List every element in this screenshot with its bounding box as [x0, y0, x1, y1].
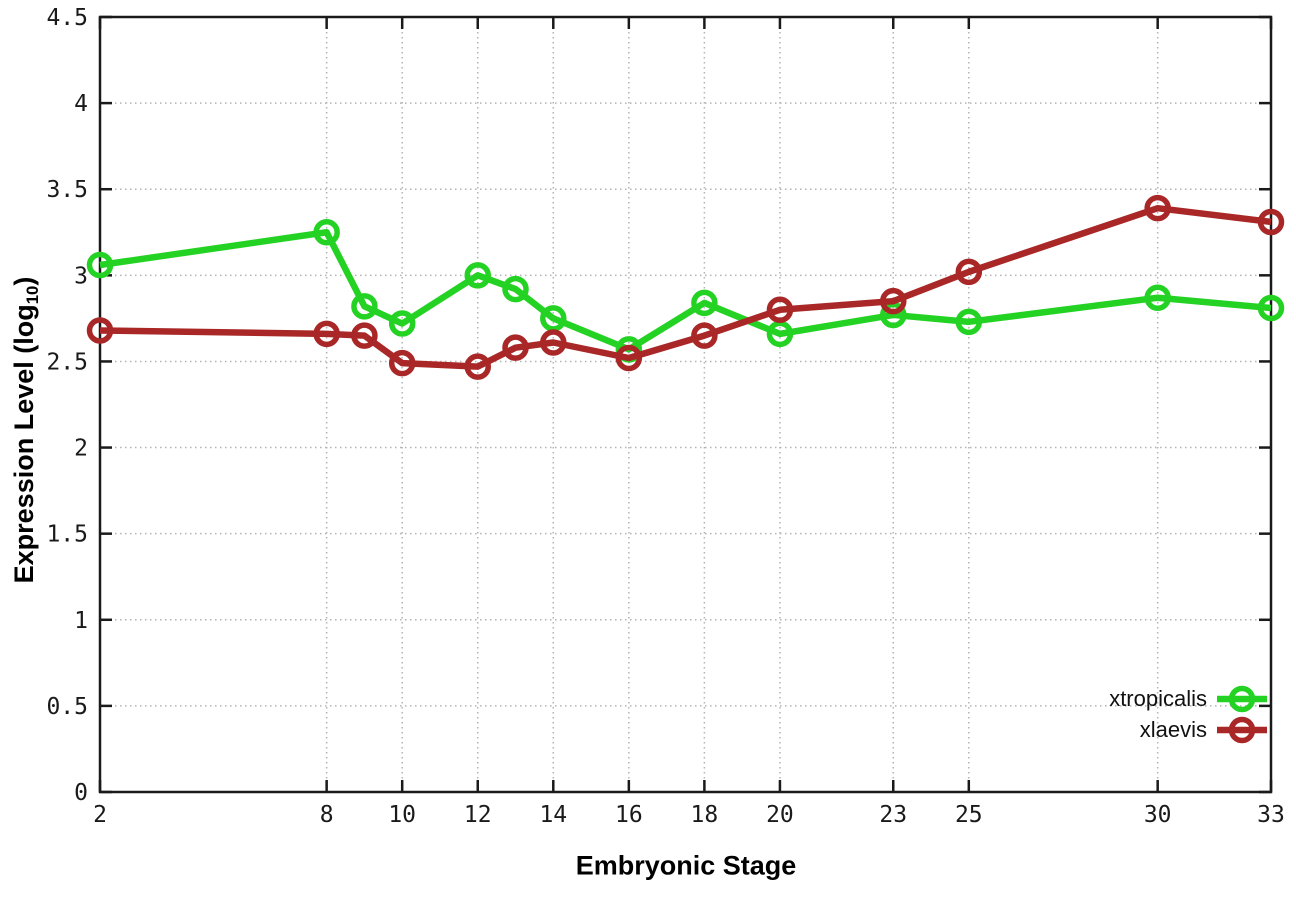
- series-xlaevis-marker: [86, 317, 114, 344]
- series-xlaevis-marker: [691, 322, 718, 349]
- series-xlaevis-marker: [502, 334, 529, 361]
- y-tick-label: 2: [74, 436, 88, 462]
- plot-border: [98, 15, 1273, 794]
- x-tick-label: 8: [320, 802, 334, 828]
- tick-marks: [98, 15, 1273, 794]
- y-tick-label: 4: [74, 91, 88, 117]
- series-xlaevis-marker: [351, 322, 378, 349]
- y-tick-label: 0: [74, 780, 88, 806]
- x-tick-label: 20: [766, 802, 794, 828]
- y-axis-title: Expression Level (log10): [9, 277, 43, 584]
- x-tick-label: 14: [539, 802, 567, 828]
- legend: xtropicalis xlaevis: [1109, 683, 1268, 745]
- series-xlaevis-marker: [615, 344, 643, 372]
- series-xlaevis-marker: [766, 296, 794, 324]
- legend-item-xlaevis: xlaevis: [1140, 714, 1268, 745]
- series-xlaevis-marker: [540, 329, 567, 356]
- x-tick-label: 12: [464, 802, 492, 828]
- series-xlaevis: [86, 194, 1285, 380]
- series-xlaevis-marker: [313, 320, 340, 348]
- series-xtropicalis-marker: [86, 251, 114, 279]
- series-xlaevis-marker: [464, 353, 491, 380]
- y-axis-title-subscript: 10: [22, 285, 42, 305]
- y-tick-label: 1.5: [46, 522, 88, 548]
- series-xlaevis-line: [99, 204, 1272, 370]
- series-xtropicalis-marker: [502, 275, 529, 303]
- legend-label-xtropicalis: xtropicalis: [1109, 685, 1207, 711]
- series-xtropicalis-marker: [691, 289, 718, 317]
- x-tick-label: 30: [1144, 802, 1172, 828]
- series-xtropicalis-marker: [1257, 294, 1285, 322]
- y-tick-label: 0.5: [46, 694, 88, 720]
- x-tick-label: 23: [879, 802, 907, 828]
- series-xtropicalis-marker: [464, 262, 491, 289]
- series-xlaevis-marker: [1144, 194, 1171, 222]
- y-tick-label: 1: [74, 608, 88, 634]
- legend-item-xtropicalis: xtropicalis: [1109, 683, 1268, 714]
- series-xtropicalis-marker: [351, 293, 378, 320]
- x-axis-title: Embryonic Stage: [575, 850, 797, 881]
- y-tick-label: 4.5: [46, 5, 88, 31]
- series-xtropicalis-marker: [955, 308, 983, 336]
- x-tick-label: 10: [388, 802, 416, 828]
- gridlines: [100, 17, 1271, 792]
- series-xtropicalis-marker: [766, 320, 794, 348]
- tick-labels: 2 8 10 12 14 16 18 20 23 25 30 33 0 0.5 1 1.5 2 2.5 3 3.5 4 4…: [46, 5, 1284, 828]
- x-tick-label: 2: [93, 802, 107, 828]
- series-xlaevis-marker: [388, 349, 416, 377]
- x-tick-label: 16: [615, 802, 643, 828]
- legend-marker-xlaevis-icon: [1217, 716, 1267, 743]
- series-xtropicalis: [86, 219, 1285, 363]
- series-xtropicalis-marker: [313, 219, 340, 246]
- x-tick-label: 25: [955, 802, 983, 828]
- series-xtropicalis-marker: [880, 301, 907, 329]
- y-axis-title-suffix: ): [9, 276, 40, 286]
- y-tick-label: 2.5: [46, 349, 88, 375]
- x-tick-label: 18: [691, 802, 719, 828]
- series-xlaevis-marker: [880, 287, 907, 315]
- series-xtropicalis-marker: [1144, 284, 1171, 311]
- series-xtropicalis-marker: [540, 305, 567, 332]
- legend-label-xlaevis: xlaevis: [1139, 716, 1207, 742]
- x-tick-label: 33: [1257, 802, 1285, 828]
- series-xlaevis-marker: [1257, 208, 1285, 236]
- y-tick-label: 3.5: [46, 177, 88, 203]
- series-xlaevis-marker: [955, 258, 983, 286]
- y-tick-label: 3: [74, 263, 88, 289]
- y-axis-title-text: Expression Level (log: [9, 304, 40, 584]
- legend-marker-xtropicalis-icon: [1217, 685, 1267, 712]
- series-xtropicalis-marker: [388, 310, 416, 337]
